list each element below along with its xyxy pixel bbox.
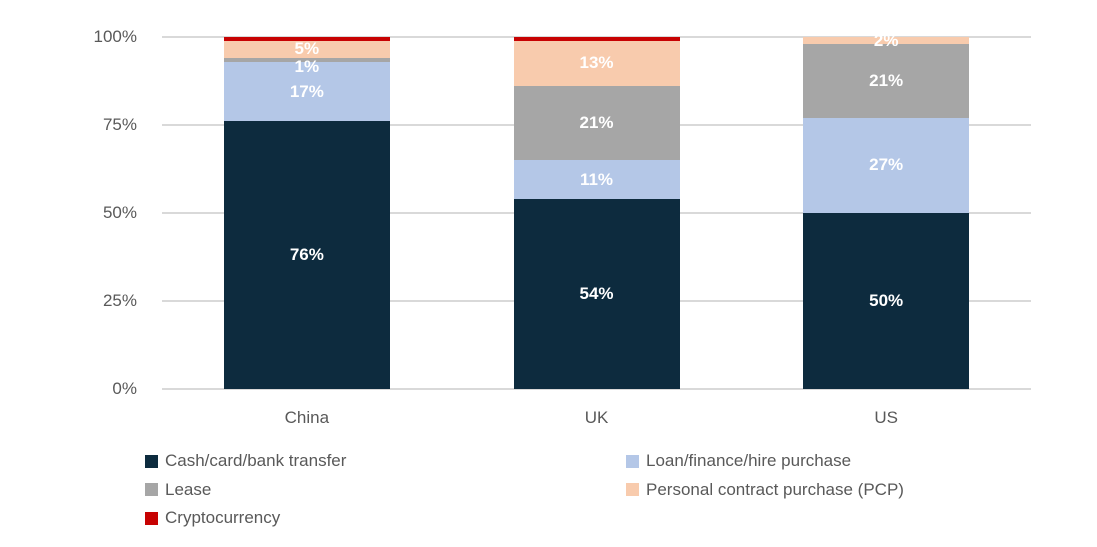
bar-segment xyxy=(223,40,390,59)
x-axis-category-label: UK xyxy=(584,408,609,427)
legend-item: Personal contract purchase (PCP) xyxy=(626,477,904,503)
legend-item: Lease xyxy=(145,477,211,503)
legend-swatch xyxy=(145,454,158,468)
legend-swatch xyxy=(626,483,639,496)
y-axis-tick-label: 0% xyxy=(112,379,137,398)
legend-item: Cryptocurrency xyxy=(145,505,280,531)
bar-uk: 13% 21% 11% 54% xyxy=(513,37,680,389)
y-axis-tick-label: 100% xyxy=(93,27,137,46)
bar-segment xyxy=(513,198,680,389)
legend-label: Lease xyxy=(165,479,212,499)
y-axis-tick-label: 75% xyxy=(102,115,137,134)
legend-swatch xyxy=(145,483,158,496)
bar-segment xyxy=(223,61,390,122)
bar-segment xyxy=(513,160,680,199)
y-axis-tick-label: 25% xyxy=(102,291,137,310)
bar-segment xyxy=(513,86,680,161)
bar-segment xyxy=(223,121,390,389)
bar-segment xyxy=(513,40,680,87)
gridline xyxy=(162,36,1031,38)
bar-segment xyxy=(803,117,970,213)
bar-segment xyxy=(803,44,970,118)
bar-segment xyxy=(223,37,390,41)
legend-item: Loan/finance/hire purchase xyxy=(626,448,851,474)
legend-label: Personal contract purchase (PCP) xyxy=(646,479,904,499)
legend-label: Cash/card/bank transfer xyxy=(165,451,347,470)
bar-segment xyxy=(803,213,970,389)
gridline xyxy=(162,388,1031,390)
legend-swatch xyxy=(626,454,639,468)
legend-item: Cash/card/bank transfer xyxy=(145,448,346,474)
bar-segment xyxy=(223,58,390,62)
legend-label: Loan/finance/hire purchase xyxy=(646,451,852,470)
bar-segment xyxy=(513,37,680,41)
y-axis-tick-label: 50% xyxy=(102,203,137,222)
legend-label: Cryptocurrency xyxy=(165,508,281,527)
bar-segment xyxy=(803,37,970,45)
x-axis-category-label: China xyxy=(284,408,330,427)
legend-swatch xyxy=(145,511,158,525)
x-axis-category-label: US xyxy=(874,408,898,427)
